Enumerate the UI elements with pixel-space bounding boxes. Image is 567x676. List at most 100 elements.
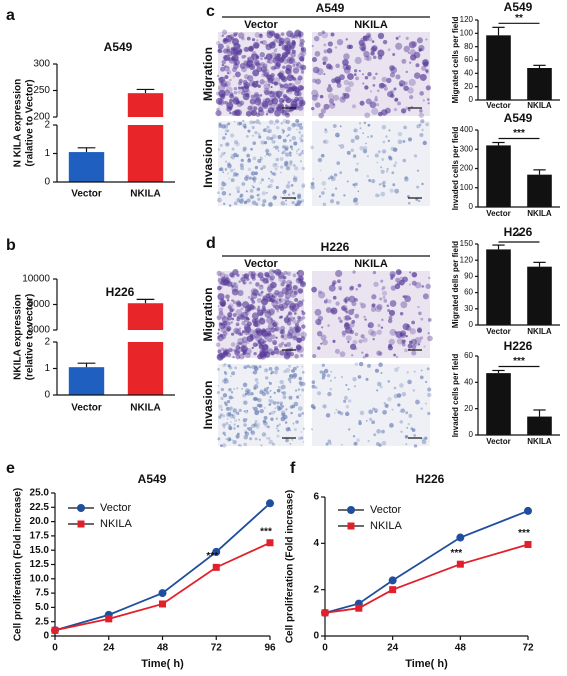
cell bbox=[354, 182, 358, 186]
cell bbox=[250, 334, 256, 340]
cell bbox=[218, 415, 222, 419]
cell bbox=[387, 139, 390, 142]
panel-letter: c bbox=[206, 3, 215, 20]
cell bbox=[302, 427, 305, 430]
row-label: Invasion bbox=[201, 381, 215, 430]
cell bbox=[386, 77, 392, 84]
cell bbox=[217, 334, 224, 342]
cell bbox=[272, 341, 277, 346]
cell bbox=[278, 41, 284, 46]
cell bbox=[250, 292, 258, 300]
cell bbox=[249, 194, 254, 199]
cell bbox=[243, 200, 248, 205]
cell bbox=[230, 153, 234, 157]
cell bbox=[279, 171, 282, 174]
cell bbox=[277, 385, 280, 389]
cell bbox=[288, 151, 292, 155]
cell bbox=[327, 439, 332, 443]
cell bbox=[274, 109, 281, 117]
cell bbox=[292, 67, 300, 74]
cell bbox=[236, 315, 240, 319]
cell bbox=[383, 299, 388, 303]
cell bbox=[218, 124, 223, 129]
cell bbox=[284, 291, 289, 296]
cell bbox=[388, 309, 396, 317]
cell bbox=[281, 145, 286, 149]
cell bbox=[224, 168, 228, 171]
cell bbox=[339, 125, 342, 128]
cell bbox=[330, 370, 333, 373]
cell bbox=[367, 123, 371, 127]
cell bbox=[261, 191, 266, 196]
cell bbox=[291, 122, 296, 128]
y-tick-label: 20.0 bbox=[30, 516, 50, 527]
cell bbox=[375, 305, 382, 313]
x-axis-label: Time( h) bbox=[405, 658, 448, 670]
marker bbox=[159, 600, 166, 608]
row-label: Invasion bbox=[201, 139, 215, 188]
cell bbox=[293, 175, 298, 181]
bar bbox=[527, 266, 552, 325]
cell bbox=[284, 292, 291, 300]
cell bbox=[405, 334, 408, 338]
cell bbox=[358, 69, 361, 72]
cell bbox=[343, 53, 350, 60]
cell bbox=[421, 437, 425, 442]
cell bbox=[405, 36, 409, 40]
cell bbox=[250, 94, 255, 99]
cell bbox=[226, 44, 230, 49]
cell bbox=[427, 387, 432, 392]
series-line bbox=[54, 541, 271, 632]
cell bbox=[372, 407, 376, 411]
cell bbox=[416, 169, 420, 172]
cell bbox=[264, 155, 267, 157]
cell bbox=[237, 90, 241, 94]
cell bbox=[289, 281, 292, 285]
cell bbox=[276, 424, 279, 428]
cell bbox=[227, 163, 232, 169]
cell bbox=[265, 425, 268, 428]
cell bbox=[249, 437, 253, 441]
cell bbox=[217, 48, 222, 54]
cell bbox=[376, 329, 382, 335]
y-tick-label: 0 bbox=[469, 320, 474, 329]
cell bbox=[227, 407, 230, 410]
cell bbox=[294, 389, 298, 392]
cell bbox=[226, 129, 230, 133]
cell bbox=[264, 89, 270, 96]
cell bbox=[286, 86, 291, 92]
cell bbox=[289, 373, 294, 379]
cell bbox=[382, 39, 388, 45]
cell bbox=[263, 368, 269, 373]
cell bbox=[282, 118, 288, 124]
cell bbox=[250, 271, 256, 276]
cell bbox=[271, 352, 274, 356]
cell bbox=[396, 393, 402, 398]
cell bbox=[223, 89, 231, 96]
cell bbox=[262, 340, 266, 344]
cell bbox=[350, 138, 355, 143]
cell bbox=[235, 345, 241, 350]
cell bbox=[291, 305, 294, 308]
cell bbox=[284, 147, 289, 151]
cell bbox=[270, 370, 274, 374]
cell bbox=[346, 44, 352, 50]
cell bbox=[225, 86, 233, 94]
cell bbox=[358, 339, 363, 344]
cell bbox=[330, 32, 335, 37]
y-tick-label: 30 bbox=[464, 304, 473, 313]
cell bbox=[296, 396, 299, 399]
cell bbox=[287, 181, 291, 184]
cell bbox=[267, 436, 271, 441]
cell bbox=[228, 193, 232, 196]
marker bbox=[524, 540, 532, 548]
y-axis-label: Migrated dells per field bbox=[451, 241, 460, 328]
cell bbox=[343, 395, 349, 400]
cell bbox=[217, 384, 220, 387]
cell bbox=[219, 352, 226, 359]
cell bbox=[424, 402, 427, 405]
cell bbox=[353, 185, 356, 188]
cell bbox=[221, 152, 225, 156]
cell bbox=[404, 177, 409, 182]
cell bbox=[219, 76, 226, 83]
